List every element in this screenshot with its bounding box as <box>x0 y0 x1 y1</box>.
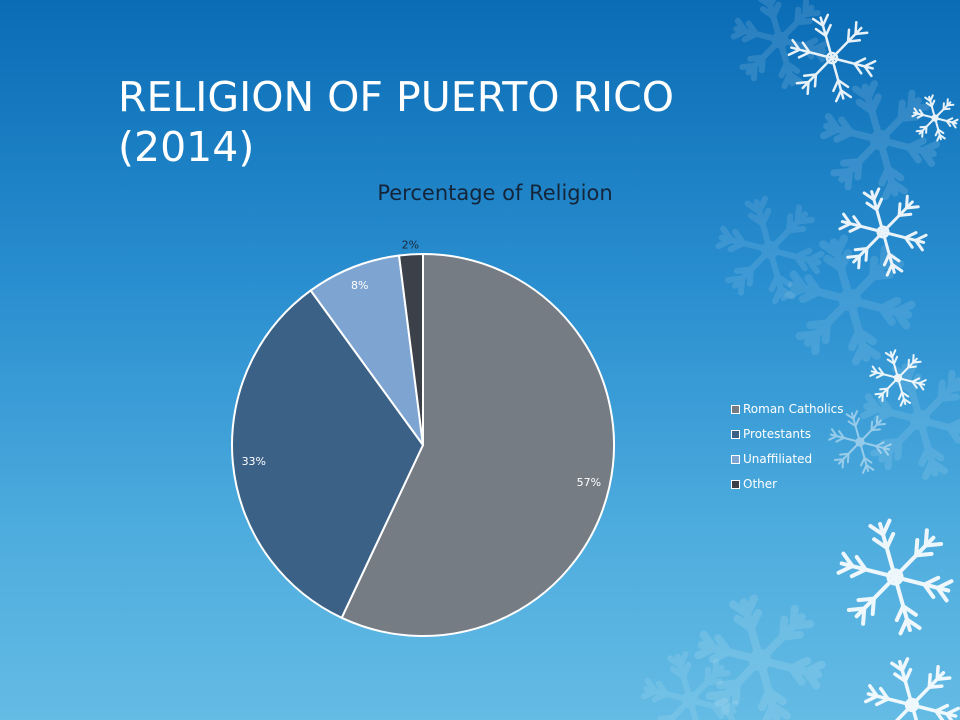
pie-slice-other <box>398 253 424 446</box>
legend-item-roman-catholics: Roman Catholics <box>731 398 844 423</box>
legend-label: Unaffiliated <box>743 452 813 466</box>
snowflake-icon <box>860 360 960 480</box>
snowflake-icon <box>828 410 892 474</box>
pie-slice-protestants <box>231 289 424 619</box>
chart-legend: Roman Catholics Protestants Unaffiliated Ot… <box>731 398 844 498</box>
legend-item-other: Other <box>731 473 844 498</box>
legend-swatch <box>731 405 740 414</box>
data-label-protestants: 33% <box>242 455 266 468</box>
legend-item-protestants: Protestants <box>731 423 844 448</box>
legend-swatch <box>731 480 740 489</box>
snowflake-icon <box>820 80 940 200</box>
pie-slice-unaffiliated <box>309 254 424 446</box>
snowflake-icon <box>869 349 927 407</box>
legend-label: Protestants <box>743 427 811 441</box>
pie-slice-roman-catholics <box>340 253 615 637</box>
snowflake-icon <box>787 13 877 103</box>
snowflake-icon <box>640 650 740 720</box>
snowflake-icon <box>836 518 954 636</box>
chart-title: Percentage of Religion <box>377 181 613 205</box>
snowflake-icon <box>784 234 916 366</box>
snowflake-icon <box>730 0 830 90</box>
legend-label: Roman Catholics <box>743 402 844 416</box>
snowflake-icon <box>694 594 826 720</box>
slide-title: RELIGION OF PUERTO RICO (2014) <box>118 73 675 171</box>
legend-swatch <box>731 430 740 439</box>
legend-item-unaffiliated: Unaffiliated <box>731 448 844 473</box>
data-label-other: 2% <box>402 238 419 251</box>
legend-label: Other <box>743 477 778 491</box>
snowflake-icon <box>864 657 960 720</box>
legend-swatch <box>731 455 740 464</box>
snowflake-icon <box>838 187 928 277</box>
data-label-unaffiliated: 8% <box>351 279 368 292</box>
snowflake-icon <box>911 94 959 142</box>
snowflake-icon <box>715 195 825 305</box>
data-label-roman-catholics: 57% <box>577 476 601 489</box>
